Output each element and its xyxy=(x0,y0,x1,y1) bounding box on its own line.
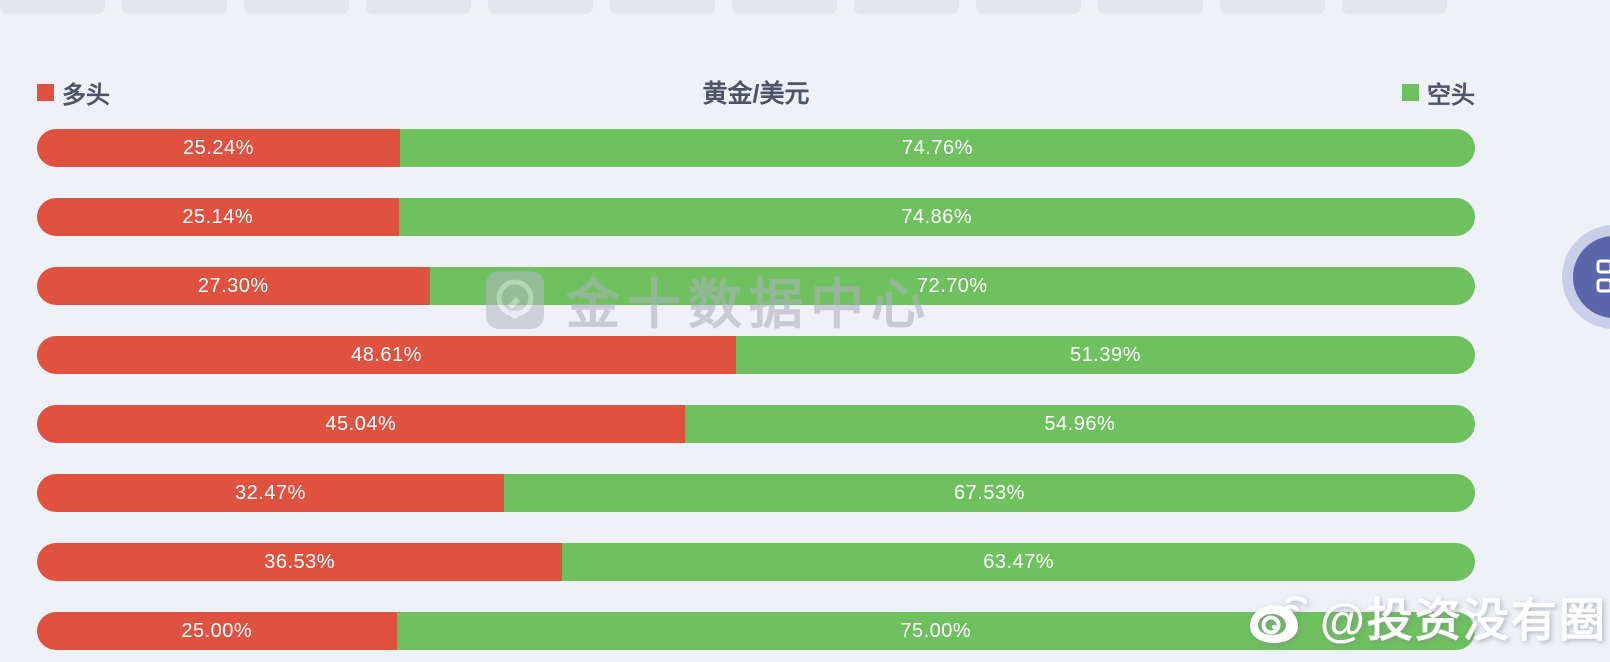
top-tab-9[interactable] xyxy=(976,0,1081,14)
short-segment[interactable]: 63.47% xyxy=(562,543,1475,581)
legend-short-label: 空头 xyxy=(1427,81,1475,109)
long-segment-label: 45.04% xyxy=(325,412,397,435)
top-tab-6[interactable] xyxy=(610,0,715,14)
top-tab-3[interactable] xyxy=(244,0,349,14)
short-segment-label: 54.96% xyxy=(1044,412,1116,435)
legend-short-swatch xyxy=(1402,83,1419,101)
floating-action-button-inner xyxy=(1573,236,1610,318)
top-tab-7[interactable] xyxy=(732,0,837,14)
chart-title: 黄金/美元 xyxy=(702,80,810,108)
short-segment[interactable]: 75.00% xyxy=(396,612,1475,650)
long-segment[interactable]: 36.53% xyxy=(37,543,563,581)
bar-row-8[interactable]: 25.00% 75.00% xyxy=(37,612,1475,650)
long-segment[interactable]: 45.04% xyxy=(37,405,685,443)
top-tab-8[interactable] xyxy=(854,0,959,14)
long-segment-label: 25.24% xyxy=(183,136,254,159)
short-segment[interactable]: 72.70% xyxy=(429,267,1475,305)
long-segment[interactable]: 27.30% xyxy=(37,267,430,305)
short-segment-label: 63.47% xyxy=(983,550,1055,573)
short-segment-label: 67.53% xyxy=(954,481,1025,504)
top-tab-4[interactable] xyxy=(366,0,471,14)
top-tab-12[interactable] xyxy=(1342,0,1447,14)
top-tab-10[interactable] xyxy=(1098,0,1203,14)
long-segment-label: 27.30% xyxy=(197,274,269,297)
long-segment[interactable]: 32.47% xyxy=(37,474,504,512)
short-segment[interactable]: 74.76% xyxy=(399,129,1475,167)
legend-long[interactable]: 多头 xyxy=(37,75,110,110)
short-segment-label: 74.76% xyxy=(902,136,973,159)
long-segment-label: 25.00% xyxy=(181,619,253,642)
short-segment[interactable]: 54.96% xyxy=(684,405,1475,443)
short-segment[interactable]: 67.53% xyxy=(503,474,1475,512)
chart-header: 多头 黄金/美元 空头 xyxy=(37,74,1475,110)
bar-row-5[interactable]: 45.04% 54.96% xyxy=(37,405,1475,443)
bar-row-2[interactable]: 25.14% 74.86% xyxy=(37,198,1475,236)
bar-row-4[interactable]: 48.61% 51.39% xyxy=(37,336,1475,374)
short-segment-label: 51.39% xyxy=(1070,343,1141,366)
legend-long-swatch xyxy=(37,83,54,101)
long-segment[interactable]: 48.61% xyxy=(37,336,736,374)
top-tab-2[interactable] xyxy=(122,0,227,14)
long-segment[interactable]: 25.14% xyxy=(37,198,399,236)
legend-long-label: 多头 xyxy=(62,81,110,109)
bar-row-3[interactable]: 27.30% 72.70% xyxy=(37,267,1475,305)
long-segment[interactable]: 25.24% xyxy=(37,129,400,167)
floating-action-button[interactable] xyxy=(1562,225,1610,329)
short-segment-label: 72.70% xyxy=(916,274,988,297)
long-segment-label: 25.14% xyxy=(182,205,254,228)
top-tab-strip xyxy=(0,0,1447,14)
long-segment[interactable]: 25.00% xyxy=(37,612,397,650)
bars-container: 25.24% 74.76% 25.14% 74.86% 27.30% 72.70% 48.6… xyxy=(37,129,1475,650)
short-segment-label: 75.00% xyxy=(900,619,972,642)
bar-row-7[interactable]: 36.53% 63.47% xyxy=(37,543,1475,581)
top-tab-5[interactable] xyxy=(488,0,593,14)
top-tab-11[interactable] xyxy=(1220,0,1325,14)
legend-short[interactable]: 空头 xyxy=(1402,75,1475,110)
long-segment-label: 32.47% xyxy=(235,481,306,504)
short-segment[interactable]: 74.86% xyxy=(398,198,1475,236)
bar-row-1[interactable]: 25.24% 74.76% xyxy=(37,129,1475,167)
long-segment-label: 48.61% xyxy=(351,343,422,366)
short-segment[interactable]: 51.39% xyxy=(736,336,1475,374)
apps-grid-icon xyxy=(1596,259,1610,293)
top-tab-1[interactable] xyxy=(0,0,105,14)
short-segment-label: 74.86% xyxy=(901,205,973,228)
bar-row-6[interactable]: 32.47% 67.53% xyxy=(37,474,1475,512)
long-segment-label: 36.53% xyxy=(264,550,336,573)
